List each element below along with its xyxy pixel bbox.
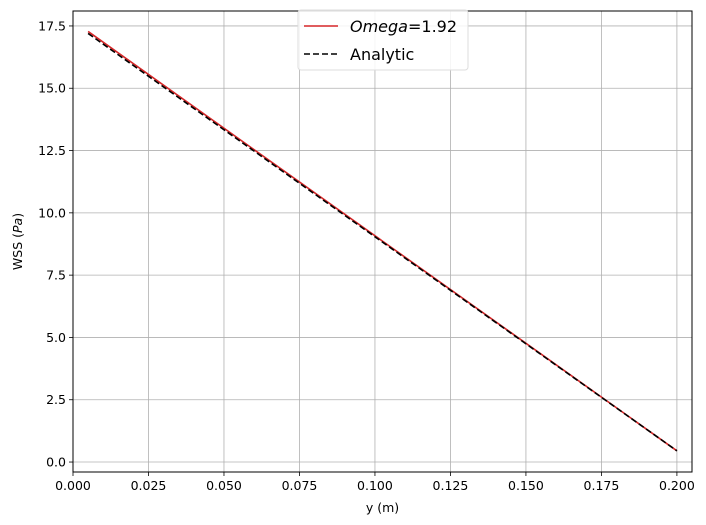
x-axis-ticks: 0.000 0.025 0.050 0.075 0.100 0.125 0.150 0.175… [55, 472, 695, 493]
x-axis-label: y (m) [366, 500, 399, 515]
legend-label-omega: Omega=1.92 [350, 17, 457, 36]
x-tick-label: 0.125 [433, 478, 469, 493]
y-tick-label: 2.5 [46, 392, 66, 407]
x-tick-label: 0.150 [508, 478, 544, 493]
series-lines [87, 30, 678, 452]
legend-label-omega-italic: Omega [350, 17, 408, 36]
y-tick-label: 7.5 [46, 268, 66, 283]
y-tick-label: 5.0 [46, 330, 66, 345]
x-tick-label: 0.075 [282, 478, 318, 493]
legend-label-analytic: Analytic [350, 45, 414, 64]
x-tick-label: 0.050 [206, 478, 242, 493]
series-line-analytic [87, 32, 678, 452]
legend: Omega=1.92 Analytic [297, 9, 469, 71]
x-tick-label: 0.000 [55, 478, 91, 493]
legend-box [297, 9, 469, 71]
x-tick-label: 0.200 [659, 478, 695, 493]
y-axis-label-text: WSS ( [10, 233, 25, 270]
x-tick-label: 0.100 [357, 478, 393, 493]
y-tick-label: 12.5 [38, 143, 66, 158]
x-tick-label: 0.025 [131, 478, 167, 493]
y-tick-label: 17.5 [38, 18, 66, 33]
legend-label-omega-rest: =1.92 [408, 17, 457, 36]
y-tick-label: 15.0 [38, 81, 66, 96]
y-axis-ticks: 0.0 2.5 5.0 7.5 10.0 12.5 15.0 17.5 [38, 18, 73, 470]
y-axis-label-unit: Pa [10, 218, 25, 233]
y-axis-label-close: ) [10, 213, 25, 218]
y-tick-label: 10.0 [38, 205, 66, 220]
y-tick-label: 0.0 [46, 455, 66, 470]
series-line-omega [87, 30, 678, 452]
y-axis-label: WSS (Pa) [10, 213, 25, 270]
x-tick-label: 0.175 [584, 478, 620, 493]
